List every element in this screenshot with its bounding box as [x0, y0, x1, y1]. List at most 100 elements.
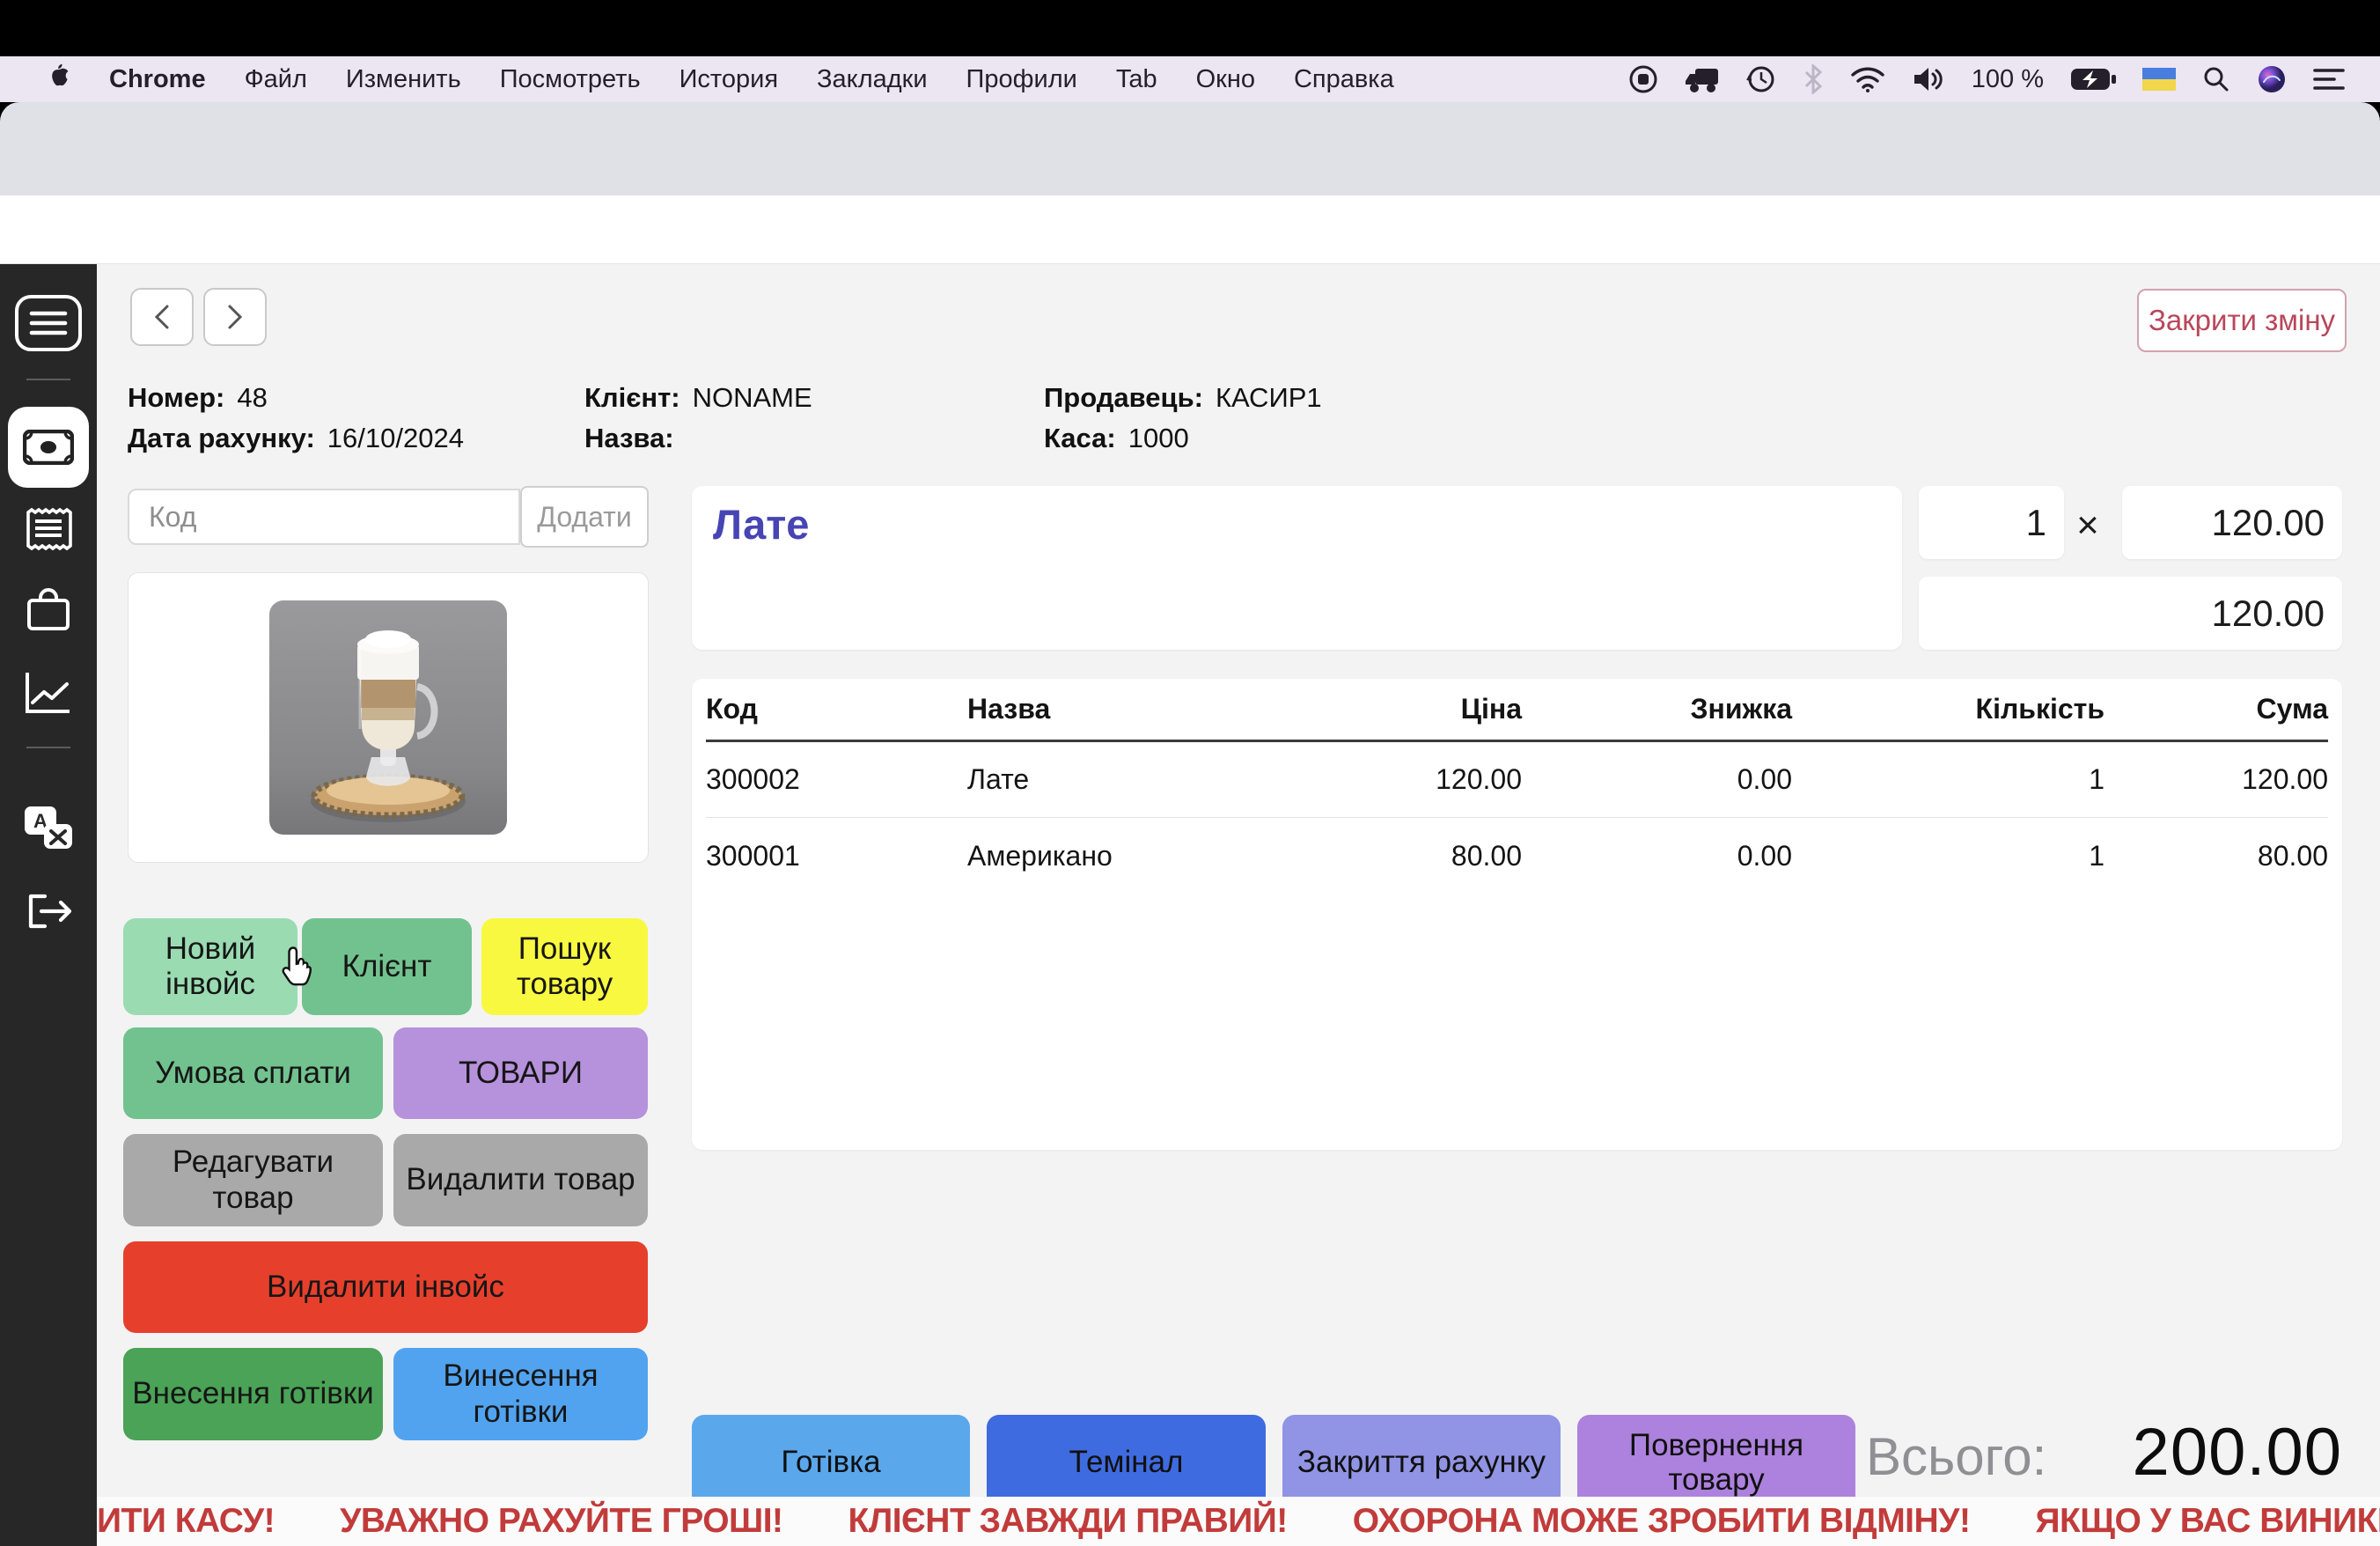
- chevron-left-icon: [154, 305, 169, 329]
- seller-label: Продавець:: [1044, 382, 1203, 413]
- sidebar-bag-icon[interactable]: [26, 588, 71, 637]
- selected-product-card: Лате: [692, 486, 1902, 650]
- siri-icon[interactable]: [2257, 64, 2287, 94]
- table-header-row: Код Назва Ціна Знижка Кількість Сума: [706, 679, 2328, 742]
- new-invoice-button[interactable]: Новий інвойс: [123, 918, 298, 1015]
- volume-icon[interactable]: [1912, 65, 1945, 93]
- next-invoice-button[interactable]: [203, 288, 267, 346]
- name-label: Назва:: [584, 423, 674, 453]
- ticker-item: КЛІЄНТ ЗАВЖДИ ПРАВИЙ!: [848, 1502, 1289, 1540]
- sidebar-item-pos-active[interactable]: [8, 407, 89, 488]
- selected-product-name: Лате: [713, 501, 810, 548]
- sidebar-receipt-icon[interactable]: [25, 507, 72, 556]
- screen-record-icon[interactable]: [1628, 64, 1658, 94]
- seller-value: КАСИР1: [1216, 382, 1322, 413]
- menu-item-chrome[interactable]: Chrome: [109, 64, 206, 93]
- col-header-code: Код: [706, 693, 758, 725]
- goods-button[interactable]: ТОВАРИ: [393, 1027, 648, 1119]
- delete-invoice-button[interactable]: Видалити інвойс: [123, 1241, 648, 1333]
- close-shift-button[interactable]: Закрити зміну: [2137, 289, 2347, 352]
- cell-name: Американо: [967, 839, 1113, 872]
- cell-quantity: 1: [2089, 763, 2105, 795]
- latte-product-image: [269, 600, 507, 835]
- chrome-toolbar: s.erpjs.biz/pos/48: [0, 195, 2380, 451]
- cash-in-button[interactable]: Внесення готівки: [123, 1348, 383, 1440]
- control-center-list-icon[interactable]: [2313, 67, 2345, 92]
- spotlight-search-icon[interactable]: [2202, 65, 2230, 93]
- client-button[interactable]: Клієнт: [302, 918, 472, 1015]
- cash-out-button[interactable]: Винесення готівки: [393, 1348, 648, 1440]
- menu-item-help[interactable]: Справка: [1293, 64, 1394, 93]
- price-input[interactable]: 120.00: [2122, 486, 2342, 559]
- macos-menubar: Chrome Файл Изменить Посмотреть История …: [0, 56, 2380, 102]
- ticker-item: ОХОРОНА МОЖЕ ЗРОБИТИ ВІДМІНУ!: [1352, 1502, 1971, 1540]
- return-goods-button[interactable]: Повернення товару: [1577, 1415, 1855, 1510]
- payment-terms-button[interactable]: Умова сплати: [123, 1027, 383, 1119]
- register-label: Каса:: [1044, 423, 1116, 453]
- pay-cash-button[interactable]: Готівка: [692, 1415, 970, 1510]
- svg-text:A: A: [33, 810, 48, 832]
- menu-item-edit[interactable]: Изменить: [345, 64, 461, 93]
- table-row[interactable]: 300001 Американо 80.00 0.00 1 80.00: [706, 818, 2328, 894]
- menu-item-file[interactable]: Файл: [244, 64, 307, 93]
- menu-item-profiles[interactable]: Профили: [966, 64, 1077, 93]
- col-header-quantity: Кількість: [1975, 693, 2105, 725]
- sidebar-translate-icon[interactable]: A: [23, 805, 74, 857]
- cell-price: 80.00: [1451, 839, 1522, 872]
- product-image-card: [128, 572, 649, 863]
- sidebar-logout-icon[interactable]: [24, 891, 73, 936]
- battery-icon[interactable]: [2070, 67, 2116, 92]
- menu-item-view[interactable]: Посмотреть: [499, 64, 641, 93]
- cursor-pointer: [282, 946, 312, 986]
- chrome-tabstrip: ERPJS ERPJS ERPJS ERPJS ERPJS POS ERPJS …: [0, 102, 2380, 298]
- line-total-box: 120.00: [1919, 577, 2342, 650]
- menu-item-bookmarks[interactable]: Закладки: [817, 64, 928, 93]
- total-value: 200.00: [2132, 1415, 2342, 1490]
- terminal-button[interactable]: Темінал: [987, 1415, 1266, 1510]
- cell-sum: 120.00: [2242, 763, 2328, 795]
- quantity-input[interactable]: 1: [1919, 486, 2064, 559]
- sidebar-menu-icon[interactable]: [14, 294, 83, 357]
- cell-sum: 80.00: [2257, 839, 2328, 872]
- cell-price: 120.00: [1436, 763, 1522, 795]
- close-bill-button[interactable]: Закриття рахунку: [1282, 1415, 1561, 1510]
- delete-product-button[interactable]: Видалити товар: [393, 1134, 648, 1226]
- truck-icon[interactable]: [1685, 65, 1720, 93]
- announcement-ticker: ИТИ КАСУ! УВАЖНО РАХУЙТЕ ГРОШІ! КЛІЄНТ З…: [97, 1497, 2380, 1546]
- cell-discount: 0.00: [1737, 763, 1792, 795]
- cell-quantity: 1: [2089, 839, 2105, 872]
- col-header-price: Ціна: [1460, 693, 1522, 725]
- cell-discount: 0.00: [1737, 839, 1792, 872]
- time-machine-icon[interactable]: [1745, 64, 1776, 94]
- invoice-number-value: 48: [237, 382, 268, 413]
- pos-app: A Закрити зміну Номер: 48 Дата рахунку: 16…: [0, 264, 2380, 1546]
- prev-invoice-button[interactable]: [130, 288, 194, 346]
- multiply-sign: ×: [2076, 504, 2099, 547]
- wifi-icon[interactable]: [1850, 65, 1885, 93]
- search-product-button[interactable]: Пошук товару: [481, 918, 648, 1015]
- total-label: Всього:: [1866, 1427, 2047, 1486]
- bluetooth-icon[interactable]: [1803, 64, 1824, 94]
- edit-product-button[interactable]: Редагувати товар: [123, 1134, 383, 1226]
- register-value: 1000: [1128, 423, 1189, 453]
- ukraine-flag-icon[interactable]: [2142, 68, 2176, 91]
- add-button[interactable]: Додати: [520, 486, 649, 548]
- ticker-item: УВАЖНО РАХУЙТЕ ГРОШІ!: [340, 1502, 783, 1540]
- code-input[interactable]: [128, 489, 520, 545]
- col-header-discount: Знижка: [1690, 693, 1792, 725]
- app-sidebar: A: [0, 264, 97, 1546]
- invoice-date-value: 16/10/2024: [327, 423, 464, 453]
- col-header-sum: Сума: [2256, 693, 2328, 725]
- menubar-status-cluster: 100 %: [1628, 64, 2345, 94]
- menu-item-window[interactable]: Окно: [1195, 64, 1255, 93]
- menu-item-history[interactable]: История: [679, 64, 779, 93]
- apple-menu-icon[interactable]: [46, 62, 70, 97]
- ticker-item: ЯКЩО У ВАС ВИНИКНУТЬ ПИТАННЯ - ПОКЛИЧТЕ …: [2035, 1502, 2380, 1540]
- client-label: Клієнт:: [584, 382, 680, 413]
- items-table: Код Назва Ціна Знижка Кількість Сума 300…: [692, 679, 2342, 1150]
- table-row[interactable]: 300002 Лате 120.00 0.00 1 120.00: [706, 742, 2328, 818]
- sidebar-chart-icon[interactable]: [24, 669, 73, 719]
- menu-item-tab[interactable]: Tab: [1115, 64, 1157, 93]
- col-header-name: Назва: [967, 693, 1051, 725]
